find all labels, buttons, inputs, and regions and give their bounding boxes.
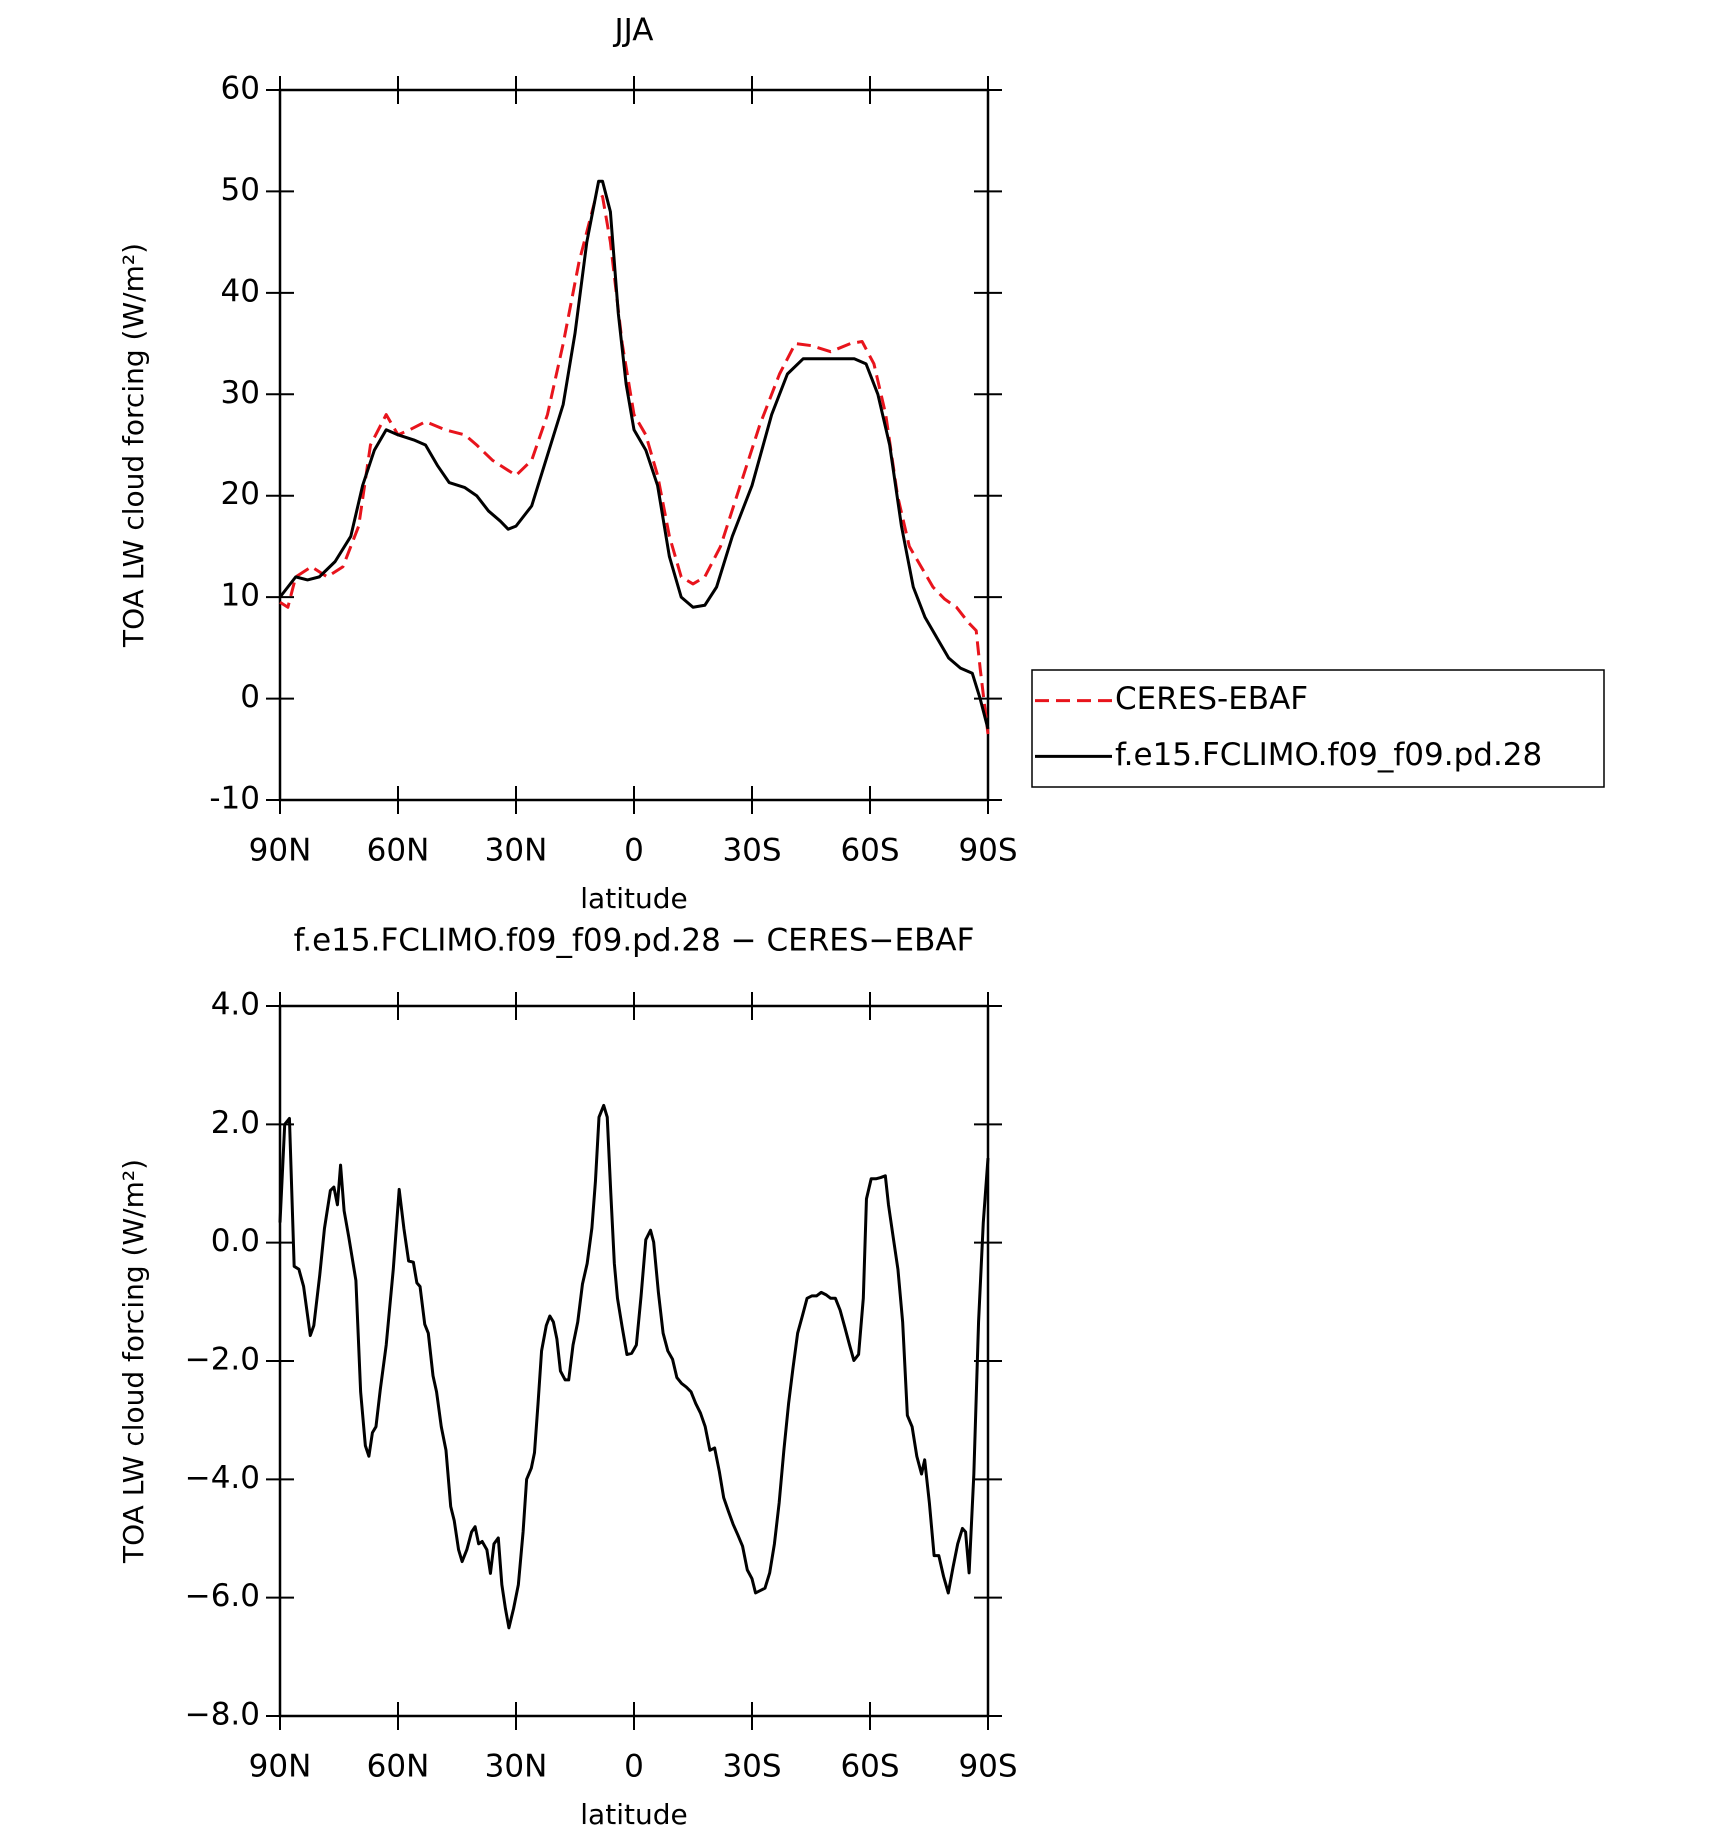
x-tick-label: 30S	[722, 1749, 781, 1785]
legend-box	[1031, 669, 1605, 788]
legend-label: f.e15.FCLIMO.f09_f09.pd.28	[1115, 737, 1542, 773]
data-line	[278, 1103, 990, 1630]
y-tick-label: 4.0	[211, 987, 260, 1023]
x-tick-label: 90S	[958, 833, 1017, 869]
y-tick-label: −8.0	[185, 1697, 260, 1733]
plot-frame	[278, 1004, 990, 1718]
y-tick-label: 60	[221, 71, 260, 107]
x-tick-label: 60S	[840, 833, 899, 869]
y-tick-label: −4.0	[185, 1460, 260, 1496]
plot-frame	[278, 88, 990, 802]
x-tick-label: 60S	[840, 1749, 899, 1785]
x-tick-label: 90S	[958, 1749, 1017, 1785]
legend-label: CERES-EBAF	[1115, 681, 1308, 717]
y-axis-label: TOA LW cloud forcing (W/m²)	[117, 243, 150, 648]
x-tick-label: 90N	[249, 1749, 312, 1785]
x-axis-label: latitude	[580, 1798, 687, 1831]
y-tick-label: -10	[209, 781, 260, 817]
y-tick-label: −6.0	[185, 1578, 260, 1614]
x-tick-label: 0	[624, 833, 644, 869]
y-tick-label: 40	[221, 273, 260, 309]
x-tick-label: 90N	[249, 833, 312, 869]
y-axis-label: TOA LW cloud forcing (W/m²)	[117, 1159, 150, 1564]
y-tick-label: −2.0	[185, 1342, 260, 1378]
x-tick-label: 30S	[722, 833, 781, 869]
y-tick-label: 50	[221, 172, 260, 208]
data-line	[279, 195, 990, 735]
y-tick-label: 30	[221, 375, 260, 411]
legend: CERES-EBAF f.e15.FCLIMO.f09_f09.pd.28	[1031, 669, 1605, 788]
chart-title: f.e15.FCLIMO.f09_f09.pd.28 − CERES−EBAF	[294, 923, 975, 959]
data-line	[278, 179, 990, 730]
y-tick-label: 20	[221, 476, 260, 512]
y-tick-label: 0.0	[211, 1223, 260, 1259]
y-tick-label: 2.0	[211, 1105, 260, 1141]
y-tick-label: 0	[240, 679, 260, 715]
x-tick-label: 60N	[367, 833, 430, 869]
x-tick-label: 30N	[485, 1749, 548, 1785]
x-tick-label: 60N	[367, 1749, 430, 1785]
x-tick-label: 0	[624, 1749, 644, 1785]
y-tick-label: 10	[221, 578, 260, 614]
x-tick-label: 30N	[485, 833, 548, 869]
chart-title: JJA	[613, 13, 654, 49]
x-axis-label: latitude	[580, 882, 687, 915]
